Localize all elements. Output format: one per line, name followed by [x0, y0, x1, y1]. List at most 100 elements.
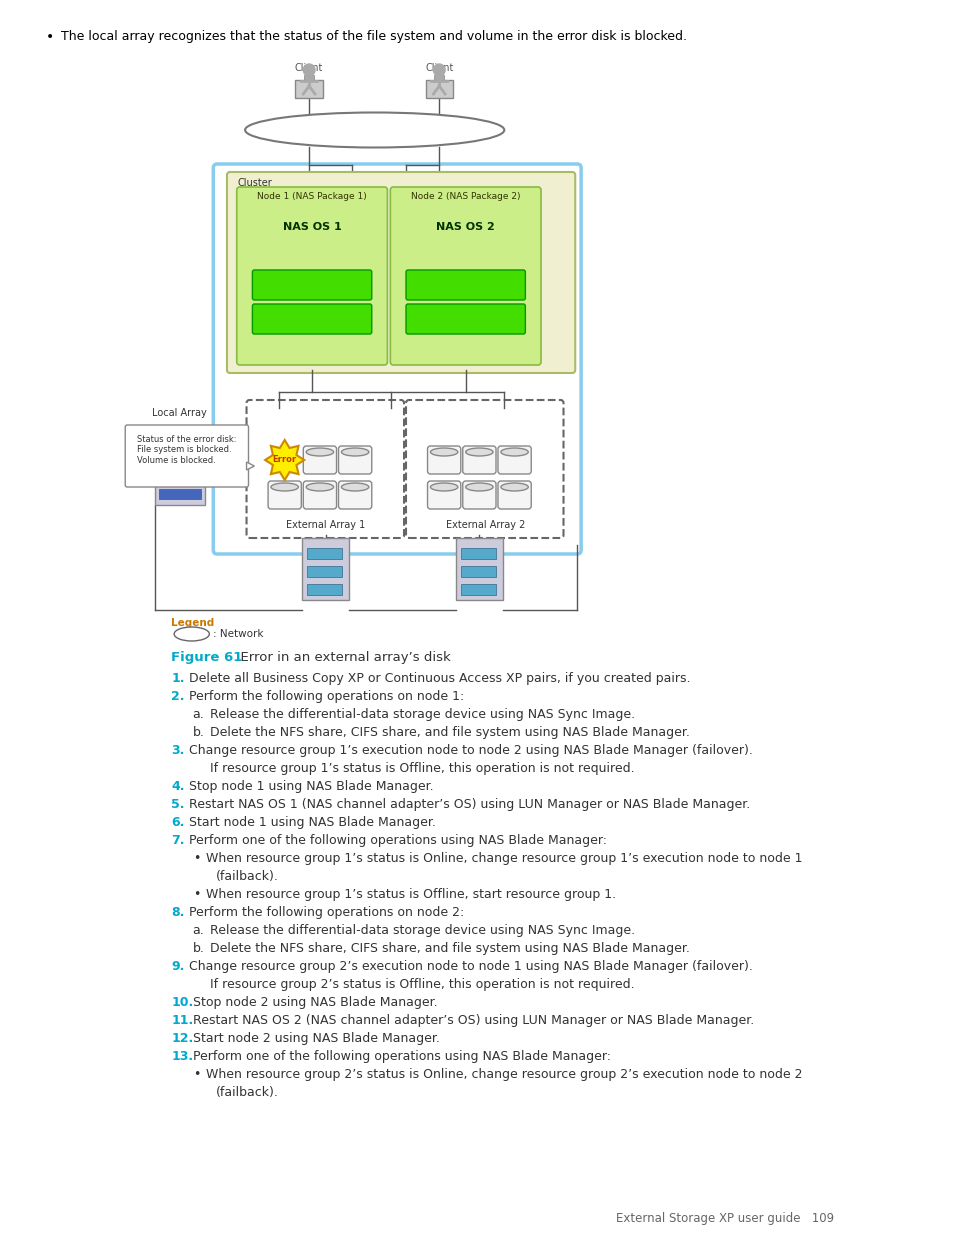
Text: 8.: 8.	[171, 906, 184, 919]
Text: (failback).: (failback).	[216, 869, 279, 883]
Text: External Array 1: External Array 1	[286, 520, 365, 530]
Ellipse shape	[306, 483, 334, 492]
FancyBboxPatch shape	[462, 446, 496, 474]
Text: 2.: 2.	[171, 690, 185, 703]
FancyBboxPatch shape	[390, 186, 540, 366]
Ellipse shape	[430, 483, 457, 492]
Text: Restart NAS OS 1 (NAS channel adapter’s OS) using LUN Manager or NAS Blade Manag: Restart NAS OS 1 (NAS channel adapter’s …	[189, 798, 749, 811]
Text: Perform the following operations on node 2:: Perform the following operations on node…	[189, 906, 463, 919]
FancyBboxPatch shape	[456, 538, 502, 600]
Ellipse shape	[465, 483, 493, 492]
Text: Local Array: Local Array	[152, 408, 206, 417]
Bar	[159, 489, 200, 499]
FancyBboxPatch shape	[304, 75, 314, 80]
Text: Figure 61: Figure 61	[171, 651, 242, 664]
Polygon shape	[246, 462, 254, 471]
FancyBboxPatch shape	[302, 538, 349, 600]
FancyBboxPatch shape	[295, 80, 322, 98]
Ellipse shape	[500, 483, 528, 492]
FancyBboxPatch shape	[434, 75, 444, 80]
Text: Legend: Legend	[171, 618, 214, 629]
Bar	[460, 584, 496, 595]
Text: 3.: 3.	[171, 743, 184, 757]
FancyBboxPatch shape	[427, 446, 460, 474]
Text: Cluster: Cluster	[237, 178, 273, 188]
Bar	[159, 441, 200, 451]
FancyBboxPatch shape	[268, 480, 301, 509]
Text: Delete the NFS share, CIFS share, and file system using NAS Blade Manager.: Delete the NFS share, CIFS share, and fi…	[210, 726, 689, 739]
Text: •: •	[193, 852, 200, 864]
Text: External Array 2: External Array 2	[445, 520, 524, 530]
FancyBboxPatch shape	[338, 446, 372, 474]
Ellipse shape	[430, 448, 457, 456]
FancyBboxPatch shape	[154, 430, 205, 505]
FancyBboxPatch shape	[253, 304, 372, 333]
Text: NAS OS 1: NAS OS 1	[282, 222, 341, 232]
Ellipse shape	[174, 627, 209, 641]
FancyBboxPatch shape	[497, 480, 531, 509]
Text: a.: a.	[193, 924, 204, 937]
Text: Error: Error	[273, 456, 296, 464]
FancyBboxPatch shape	[303, 446, 336, 474]
FancyBboxPatch shape	[246, 400, 404, 538]
Text: Client: Client	[294, 63, 323, 73]
Text: Change resource group 2’s execution node to node 1 using NAS Blade Manager (fail: Change resource group 2’s execution node…	[189, 960, 752, 973]
Text: Resource Group 2: Resource Group 2	[420, 288, 511, 296]
FancyBboxPatch shape	[125, 425, 248, 487]
Text: Perform one of the following operations using NAS Blade Manager:: Perform one of the following operations …	[193, 1050, 610, 1063]
FancyBboxPatch shape	[462, 480, 496, 509]
Text: 12.: 12.	[171, 1032, 193, 1045]
Text: Node 1 (NAS Package 1): Node 1 (NAS Package 1)	[257, 191, 367, 201]
Text: b.: b.	[193, 726, 204, 739]
FancyBboxPatch shape	[227, 172, 575, 373]
Text: NAS OS 2: NAS OS 2	[436, 222, 495, 232]
Text: When resource group 2’s status is Online, change resource group 2’s execution no: When resource group 2’s status is Online…	[206, 1068, 802, 1081]
Bar	[159, 473, 200, 483]
Circle shape	[433, 64, 445, 77]
Bar	[159, 457, 200, 467]
FancyBboxPatch shape	[303, 480, 336, 509]
Ellipse shape	[500, 448, 528, 456]
Text: External Storage XP user guide   109: External Storage XP user guide 109	[616, 1212, 834, 1225]
Text: Start node 1 using NAS Blade Manager.: Start node 1 using NAS Blade Manager.	[189, 816, 436, 829]
Text: Release the differential-data storage device using NAS Sync Image.: Release the differential-data storage de…	[210, 708, 635, 721]
Text: •: •	[193, 888, 200, 902]
Text: Start node 2 using NAS Blade Manager.: Start node 2 using NAS Blade Manager.	[193, 1032, 439, 1045]
FancyBboxPatch shape	[497, 446, 531, 474]
Ellipse shape	[245, 112, 504, 147]
Text: 13.: 13.	[171, 1050, 193, 1063]
FancyBboxPatch shape	[253, 270, 372, 300]
Polygon shape	[265, 440, 304, 480]
Text: Restart NAS OS 2 (NAS channel adapter’s OS) using LUN Manager or NAS Blade Manag: Restart NAS OS 2 (NAS channel adapter’s …	[193, 1014, 753, 1028]
FancyBboxPatch shape	[406, 304, 525, 333]
Text: 1.: 1.	[171, 672, 185, 685]
Text: Client: Client	[425, 63, 453, 73]
Text: If resource group 1’s status is Offline, this operation is not required.: If resource group 1’s status is Offline,…	[210, 762, 635, 776]
Text: b.: b.	[193, 942, 204, 955]
Bar	[307, 566, 342, 577]
FancyBboxPatch shape	[236, 186, 387, 366]
Bar	[307, 584, 342, 595]
Text: •: •	[46, 30, 54, 44]
Text: Node 2 (NAS Package 2): Node 2 (NAS Package 2)	[411, 191, 520, 201]
FancyBboxPatch shape	[406, 400, 563, 538]
Text: If resource group 2’s status is Offline, this operation is not required.: If resource group 2’s status is Offline,…	[210, 978, 635, 990]
Ellipse shape	[271, 483, 298, 492]
Text: When resource group 1’s status is Online, change resource group 1’s execution no: When resource group 1’s status is Online…	[206, 852, 802, 864]
FancyBboxPatch shape	[425, 80, 453, 98]
Text: 7.: 7.	[171, 834, 185, 847]
Text: Error in an external array’s disk: Error in an external array’s disk	[232, 651, 450, 664]
Text: : Network: : Network	[213, 629, 263, 638]
Text: 5.: 5.	[171, 798, 185, 811]
Text: a.: a.	[193, 708, 204, 721]
Bar	[460, 566, 496, 577]
Bar	[460, 548, 496, 559]
FancyBboxPatch shape	[338, 480, 372, 509]
Text: Delete all Business Copy XP or Continuous Access XP pairs, if you created pairs.: Delete all Business Copy XP or Continuou…	[189, 672, 690, 685]
Ellipse shape	[341, 483, 369, 492]
Text: Delete the NFS share, CIFS share, and file system using NAS Blade Manager.: Delete the NFS share, CIFS share, and fi…	[210, 942, 689, 955]
Ellipse shape	[465, 448, 493, 456]
Text: 4.: 4.	[171, 781, 185, 793]
Text: Perform the following operations on node 1:: Perform the following operations on node…	[189, 690, 463, 703]
Text: Change resource group 1’s execution node to node 2 using NAS Blade Manager (fail: Change resource group 1’s execution node…	[189, 743, 752, 757]
